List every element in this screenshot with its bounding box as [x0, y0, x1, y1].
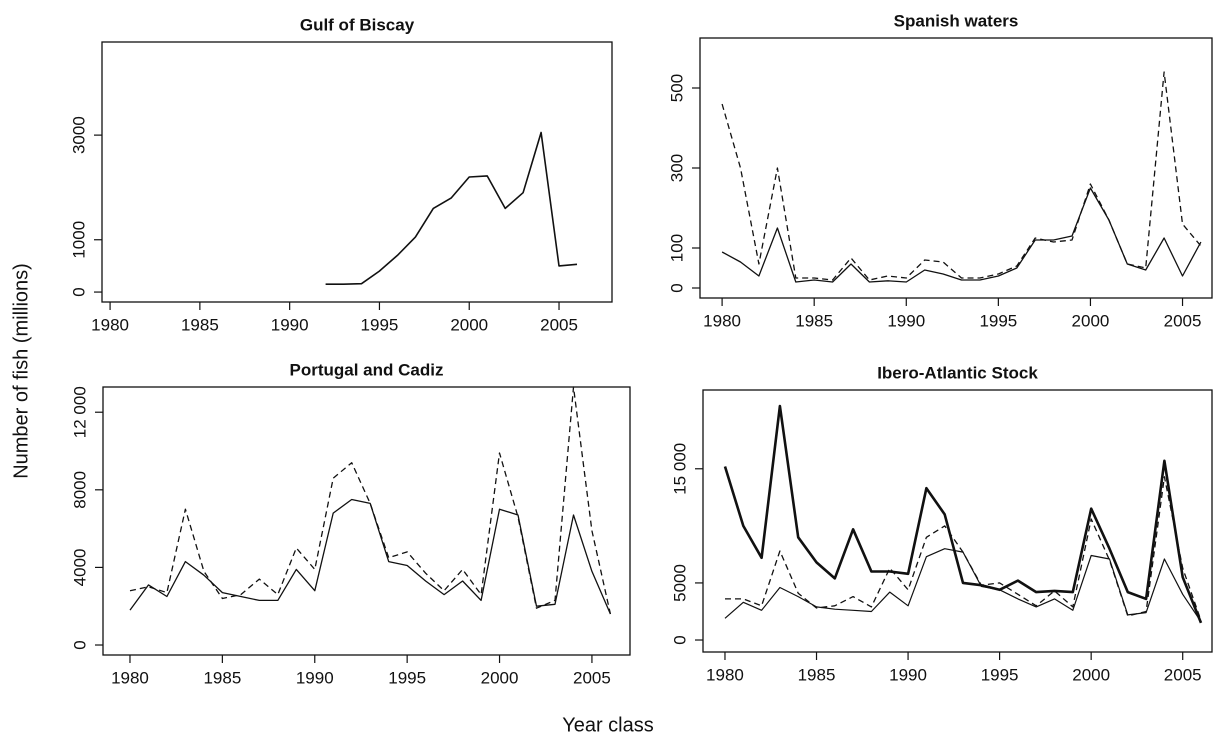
y-tick-label: 0: [70, 640, 89, 649]
data-line: [325, 131, 578, 285]
y-tick-label: 300: [667, 154, 686, 182]
y-tick-label: 1000: [69, 221, 88, 259]
chart-title: Gulf of Biscay: [300, 15, 415, 34]
y-tick-label: 3000: [69, 116, 88, 154]
x-tick-label: 1985: [798, 665, 836, 684]
data-line: [724, 548, 1202, 623]
data-line: [129, 386, 612, 615]
y-tick-label: 12 000: [70, 386, 89, 438]
plot-frame: [702, 389, 1213, 653]
x-tick-label: 1995: [979, 311, 1017, 330]
y-tick-label: 15 000: [670, 443, 689, 495]
data-line: [129, 498, 611, 615]
y-tick-label: 100: [667, 234, 686, 262]
x-tick-label: 2000: [481, 668, 519, 687]
x-tick-label: 1985: [203, 668, 241, 687]
y-axis-label: Number of fish (millions): [10, 263, 32, 479]
y-tick-label: 0: [667, 283, 686, 292]
data-line: [721, 71, 1202, 281]
x-tick-label: 2005: [540, 315, 578, 334]
x-tick-label: 1990: [296, 668, 334, 687]
x-tick-label: 1990: [271, 315, 309, 334]
plot-frame: [102, 386, 631, 656]
x-tick-label: 1980: [706, 665, 744, 684]
data-line: [723, 404, 1203, 624]
x-tick-label: 2000: [450, 315, 488, 334]
y-tick-label: 5000: [670, 564, 689, 602]
x-tick-label: 1985: [795, 311, 833, 330]
x-axis-label: Year class: [562, 714, 654, 736]
x-tick-label: 2005: [1164, 665, 1202, 684]
y-tick-label: 8000: [70, 471, 89, 509]
x-tick-label: 2000: [1072, 311, 1110, 330]
x-tick-label: 2000: [1072, 665, 1110, 684]
x-tick-label: 1980: [111, 668, 149, 687]
x-tick-label: 1995: [981, 665, 1019, 684]
x-tick-label: 1980: [91, 315, 129, 334]
y-tick-label: 4000: [70, 548, 89, 586]
x-tick-label: 1985: [181, 315, 219, 334]
chart-title: Portugal and Cadiz: [290, 360, 444, 379]
x-tick-label: 2005: [573, 668, 611, 687]
x-tick-label: 1990: [887, 311, 925, 330]
plot-frame: [101, 41, 613, 303]
x-tick-label: 2005: [1164, 311, 1202, 330]
y-tick-label: 0: [670, 635, 689, 644]
x-tick-label: 1980: [703, 311, 741, 330]
chart-title: Ibero-Atlantic Stock: [877, 363, 1038, 382]
y-tick-label: 500: [667, 74, 686, 102]
x-tick-label: 1990: [889, 665, 927, 684]
y-tick-label: 0: [69, 287, 88, 296]
x-tick-label: 1995: [361, 315, 399, 334]
x-tick-label: 1995: [388, 668, 426, 687]
data-line: [725, 476, 1202, 621]
chart-title: Spanish waters: [894, 11, 1019, 30]
